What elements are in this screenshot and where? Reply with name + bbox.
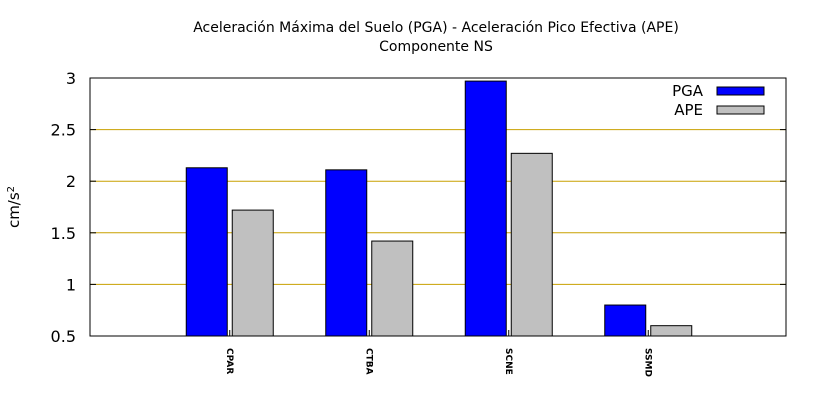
bar-pga-ssmd	[604, 304, 647, 337]
x-tick-label: SCNE	[503, 348, 513, 375]
y-ticks: 0.5 1 1.5 2 2.5 3	[51, 69, 786, 346]
bar-ape-ssmd	[650, 325, 693, 337]
x-tick-label: CTBA	[363, 348, 373, 375]
chart-subtitle: Componente NS	[379, 39, 493, 55]
bar-ape-scne	[510, 152, 553, 337]
y-tick-label: 1	[66, 275, 76, 294]
bars	[185, 80, 693, 337]
y-tick-label: 2.5	[51, 121, 76, 140]
legend-label-pga: PGA	[672, 82, 704, 100]
y-tick-label: 1.5	[51, 224, 76, 243]
y-tick-label: 0.5	[51, 327, 76, 346]
chart-title: Aceleración Máxima del Suelo (PGA) - Ace…	[193, 20, 679, 36]
x-ticks: CPAR CTBA SCNE SSMD	[224, 330, 652, 377]
plot-frame	[89, 77, 787, 337]
y-tick-label: 3	[66, 69, 76, 88]
legend-label-ape: APE	[674, 101, 703, 119]
bar-pga-scne	[464, 80, 507, 337]
x-tick-label: SSMD	[642, 348, 652, 377]
y-axis-label-exponent: 2	[6, 186, 17, 192]
x-tick-label: CPAR	[224, 348, 234, 374]
bar-pga-ctba	[325, 169, 368, 337]
bar-ape-ctba	[371, 240, 414, 337]
legend-swatch-ape	[716, 105, 765, 115]
y-axis-label-base: cm/s	[5, 192, 23, 228]
bar-ape-cpar	[231, 209, 274, 337]
legend-swatch-pga	[716, 86, 765, 96]
y-axis-label: cm/s2	[5, 186, 23, 228]
bar-pga-cpar	[185, 167, 228, 337]
y-tick-label: 2	[66, 172, 76, 191]
